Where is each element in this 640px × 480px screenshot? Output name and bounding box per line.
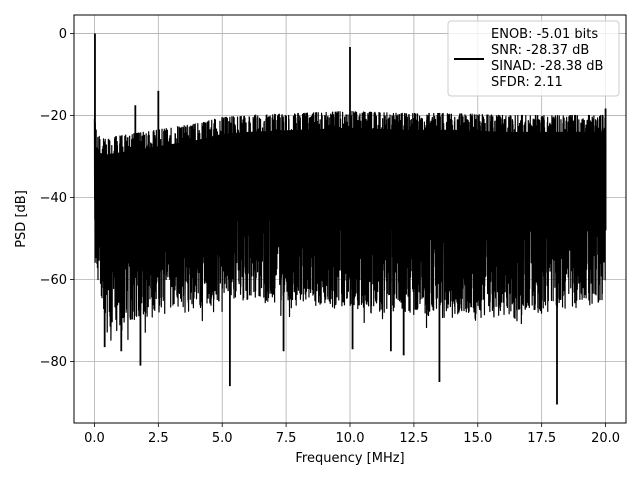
psd-series <box>93 33 607 405</box>
y-tick-label: −40 <box>40 191 67 206</box>
x-tick-label: 15.0 <box>463 431 492 446</box>
x-tick-label: 2.5 <box>148 431 169 446</box>
y-axis-ticks: 0 −20 −40 −60 −80 <box>40 27 74 370</box>
x-axis-label: Frequency [MHz] <box>295 451 404 466</box>
legend-box <box>447 20 620 97</box>
legend-sfdr: SFDR: 2.11 <box>491 75 563 90</box>
x-axis-ticks: 0.0 2.5 5.0 7.5 10.0 12.5 15.0 17.5 20.0 <box>84 423 620 446</box>
x-tick-label: 10.0 <box>336 431 365 446</box>
y-tick-label: −60 <box>40 273 67 288</box>
x-tick-label: 12.5 <box>399 431 428 446</box>
legend: ENOB: -5.01 bits SNR: -28.37 dB SINAD: -… <box>447 20 620 97</box>
x-tick-label: 5.0 <box>212 431 233 446</box>
x-tick-label: 7.5 <box>276 431 297 446</box>
y-tick-label: −80 <box>40 355 67 370</box>
y-tick-label: −20 <box>40 109 67 124</box>
x-tick-label: 20.0 <box>591 431 620 446</box>
plot-area <box>93 33 607 405</box>
legend-sinad: SINAD: -28.38 dB <box>491 59 603 74</box>
legend-enob: ENOB: -5.01 bits <box>491 27 598 42</box>
x-tick-label: 17.5 <box>527 431 556 446</box>
y-tick-label: 0 <box>59 27 67 42</box>
legend-snr: SNR: -28.37 dB <box>491 43 589 58</box>
y-axis-label: PSD [dB] <box>14 190 29 248</box>
x-tick-label: 0.0 <box>84 431 105 446</box>
